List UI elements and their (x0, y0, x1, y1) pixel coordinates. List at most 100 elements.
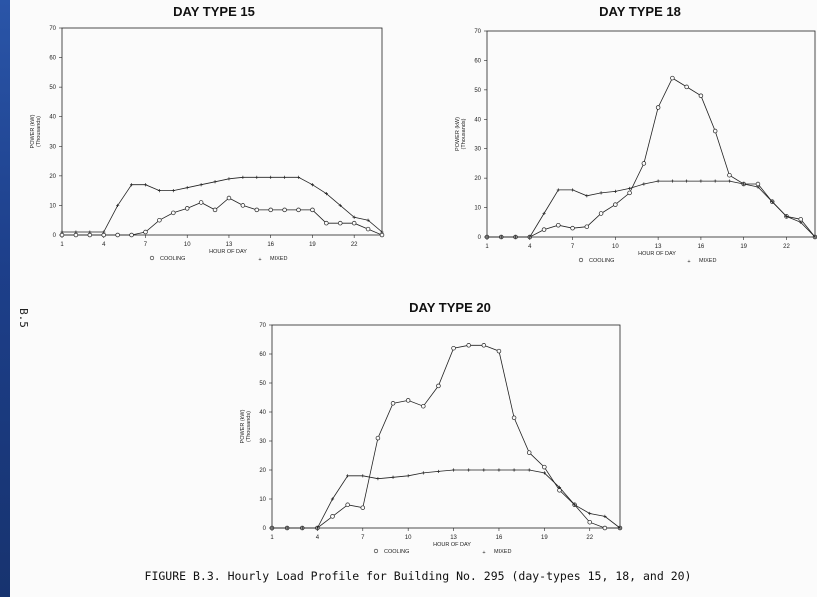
x-tick-label: 1 (485, 244, 489, 250)
data-point (584, 224, 590, 229)
data-point (613, 202, 618, 207)
data-point (755, 181, 761, 187)
figure-caption: FIGURE B.3. Hourly Load Profile for Buil… (145, 569, 692, 583)
data-point (129, 232, 134, 238)
series-cooling (59, 195, 385, 238)
y-axis-label: POWER (kW) (Thousands) (30, 114, 42, 148)
data-point (499, 235, 503, 239)
data-point (285, 526, 289, 530)
data-point (185, 186, 189, 190)
data-point (512, 468, 516, 472)
data-point (352, 215, 356, 219)
y-tick-label: 30 (49, 144, 56, 150)
y-tick-label: 40 (474, 117, 481, 123)
data-point (330, 514, 335, 519)
data-point (296, 175, 301, 179)
data-point (727, 172, 732, 178)
series-mixed (270, 468, 622, 530)
data-point (670, 75, 675, 81)
data-point (87, 232, 93, 238)
data-point (813, 235, 817, 239)
legend-label-cooling: COOLING (589, 258, 614, 264)
legend: COOLING + MIXED (578, 257, 716, 265)
y-axis-label: POWER (kW) (Thousands) (240, 409, 252, 443)
data-point (351, 220, 357, 226)
data-point (240, 203, 246, 208)
data-point (212, 207, 218, 213)
chart-3: DAY TYPE 20 0 10 20 30 40 50 60 70 1 4 7 10 13 16 19 22 P… (240, 300, 623, 556)
y-tick-label: 10 (259, 497, 266, 503)
x-tick-label: 16 (496, 535, 503, 541)
data-point (157, 217, 162, 223)
data-point (756, 185, 760, 189)
y-tick-label: 30 (259, 439, 266, 445)
data-point (642, 182, 646, 186)
data-point (330, 497, 335, 501)
series-line (487, 77, 816, 238)
x-tick-label: 19 (740, 244, 747, 250)
data-point (699, 179, 703, 183)
data-point (436, 383, 441, 389)
y-tick-label: 70 (259, 323, 266, 329)
legend-marker-cooling (149, 255, 155, 261)
data-point (157, 189, 161, 193)
legend-marker-mixed: + (258, 257, 261, 263)
y-tick-label: 70 (474, 29, 481, 35)
data-point (59, 232, 65, 238)
series-line (272, 344, 620, 529)
data-point (602, 525, 608, 531)
data-point (627, 190, 632, 196)
data-point (684, 84, 689, 90)
y-tick-label: 10 (474, 206, 481, 212)
figure-page (10, 0, 817, 597)
data-point (421, 403, 426, 409)
x-tick-label: 7 (361, 535, 365, 541)
x-tick-label: 4 (316, 535, 320, 541)
legend: COOLING + MIXED (373, 548, 511, 556)
data-point (310, 207, 315, 213)
x-axis-title: HOUR OF DAY (209, 249, 247, 255)
data-point (375, 435, 381, 441)
y-axis-subtitle: (Thousands) (246, 411, 252, 442)
y-tick-label: 50 (49, 85, 56, 91)
data-point (366, 218, 370, 222)
data-point (391, 475, 395, 479)
y-tick-label: 50 (259, 381, 266, 387)
y-tick-label: 50 (474, 88, 481, 94)
data-point (466, 343, 471, 348)
data-point (227, 177, 231, 181)
x-tick-label: 7 (571, 244, 575, 250)
data-point (570, 188, 575, 192)
data-point (300, 526, 304, 530)
data-point (436, 469, 441, 474)
data-point (628, 186, 632, 191)
series-line (62, 197, 383, 236)
data-point (670, 179, 674, 183)
data-point (241, 175, 245, 179)
data-point (451, 345, 456, 351)
data-point (171, 189, 175, 193)
y-tick-label: 40 (49, 115, 56, 121)
data-point (799, 220, 803, 224)
legend-label-mixed: MIXED (699, 258, 716, 264)
data-point (496, 348, 502, 354)
data-point (405, 398, 411, 403)
data-point (74, 230, 78, 234)
legend-label-mixed: MIXED (494, 549, 511, 555)
data-point (254, 207, 260, 213)
legend-marker-cooling (578, 257, 584, 263)
x-tick-label: 10 (184, 242, 191, 248)
data-point (588, 511, 592, 516)
x-tick-label: 22 (586, 535, 593, 541)
y-axis-title: POWER (kW) (30, 114, 36, 148)
data-point (115, 232, 120, 238)
data-point (345, 502, 350, 508)
x-tick-label: 19 (309, 242, 316, 248)
series-mixed (60, 175, 384, 234)
plot-frame (271, 324, 621, 529)
x-tick-label: 22 (351, 242, 358, 248)
data-point (557, 485, 562, 489)
data-point (656, 179, 660, 183)
data-point (346, 474, 350, 478)
